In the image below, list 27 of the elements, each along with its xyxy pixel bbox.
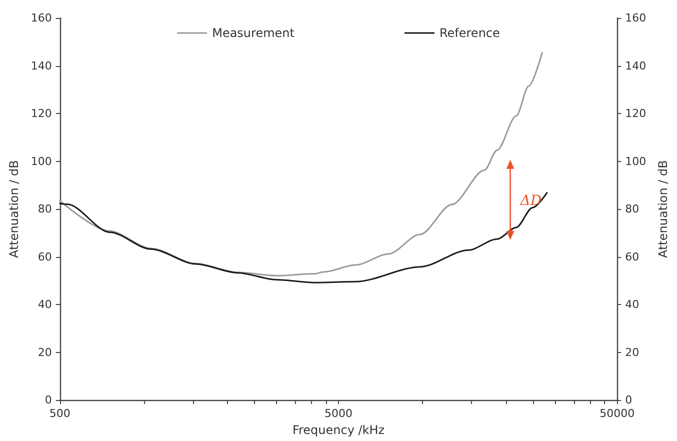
y2-tick-label: 20 [625,346,640,359]
x-tick-label: 50000 [600,407,635,420]
y2-tick-label: 80 [625,202,640,216]
x-tick-label: 5000 [324,407,352,420]
y2-axis-title: Attenuation / dB [656,160,670,258]
annotation: ΔD [519,192,542,209]
y2-tick-label: 160 [625,12,646,24]
legend-label: Measurement [212,26,295,40]
y2-tick-label: 40 [625,298,640,312]
y2-tick-label: 60 [625,250,640,264]
y2-tick-label: 140 [625,59,646,72]
y2-tick-label: 0 [625,394,632,407]
y-tick-label: 120 [30,107,52,120]
y-axis-title: Attenuation / dB [7,160,21,258]
x-axis-title: Frequency /kHz [292,423,385,437]
y-tick-label: 140 [30,59,52,72]
y-tick-label: 40 [38,298,52,312]
y2-tick-label: 120 [625,107,646,120]
y2-tick-label: 100 [625,154,646,168]
y-tick-label: 0 [44,394,52,407]
y-tick-label: 60 [38,250,52,264]
legend-label: Reference [439,26,500,40]
y-tick-label: 80 [38,202,52,216]
y-tick-label: 20 [38,346,52,359]
x-tick-label: 500 [49,407,70,420]
y-tick-label: 160 [30,12,52,24]
y-tick-label: 100 [30,154,52,168]
